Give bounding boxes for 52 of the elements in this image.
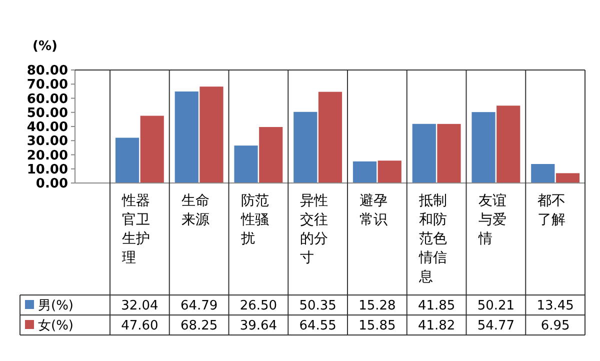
bar [556, 173, 580, 183]
bar [234, 146, 258, 183]
bar [352, 161, 377, 183]
bar [472, 112, 496, 183]
bar [174, 91, 198, 183]
data-label: 39.64 [240, 318, 278, 334]
bar [140, 116, 164, 183]
y-tick-label: 80.00 [26, 64, 68, 79]
bar [259, 127, 283, 183]
y-tick-label: 20.00 [26, 148, 68, 164]
y-tick-label: 10.00 [26, 162, 68, 178]
x-tick-label: 生命来源 [181, 193, 210, 228]
x-tick-label: 抵制和防范色情信息 [418, 193, 447, 285]
y-tick-label: 60.00 [26, 92, 68, 107]
data-label: 64.79 [180, 298, 218, 314]
y-axis-title: (%) [32, 39, 58, 54]
data-label: 41.82 [418, 318, 456, 334]
x-tick-label: 都不了解 [538, 193, 566, 228]
data-label: 13.45 [536, 298, 574, 314]
bar [437, 124, 461, 183]
legend-label: 男(%) [38, 298, 74, 314]
y-tick-label: 40.00 [26, 120, 68, 136]
bar [318, 92, 342, 183]
data-label: 50.21 [477, 298, 515, 314]
y-tick-label: 70.00 [26, 78, 68, 93]
data-label: 68.25 [180, 318, 218, 334]
data-label: 15.85 [358, 318, 396, 334]
data-label: 50.35 [299, 298, 336, 314]
bar [412, 124, 436, 183]
data-label: 26.50 [240, 298, 278, 314]
bar [496, 106, 520, 183]
legend-label: 女(%) [38, 318, 74, 334]
bar [294, 112, 318, 183]
data-label: 41.85 [418, 298, 456, 314]
x-tick-label: 避孕常识 [360, 193, 388, 228]
y-tick-label: 30.00 [26, 134, 68, 150]
data-label: 32.04 [121, 298, 158, 314]
x-tick-label: 异性交往的分寸 [300, 193, 328, 266]
data-label: 47.60 [121, 318, 158, 334]
bar [531, 164, 555, 183]
y-tick-label: 0.00 [36, 176, 68, 192]
x-tick-label: 友谊与爱情 [477, 193, 506, 247]
x-tick-label: 防范性骚扰 [240, 193, 269, 247]
data-label: 15.28 [358, 298, 396, 314]
bar [200, 86, 224, 183]
x-tick-label: 性器官卫生护理 [121, 193, 150, 266]
data-label: 54.77 [477, 318, 515, 334]
y-tick-label: 50.00 [26, 106, 68, 121]
data-label: 64.55 [299, 318, 336, 334]
data-label: 6.95 [540, 318, 570, 334]
bar [115, 138, 140, 183]
bar [378, 160, 402, 183]
